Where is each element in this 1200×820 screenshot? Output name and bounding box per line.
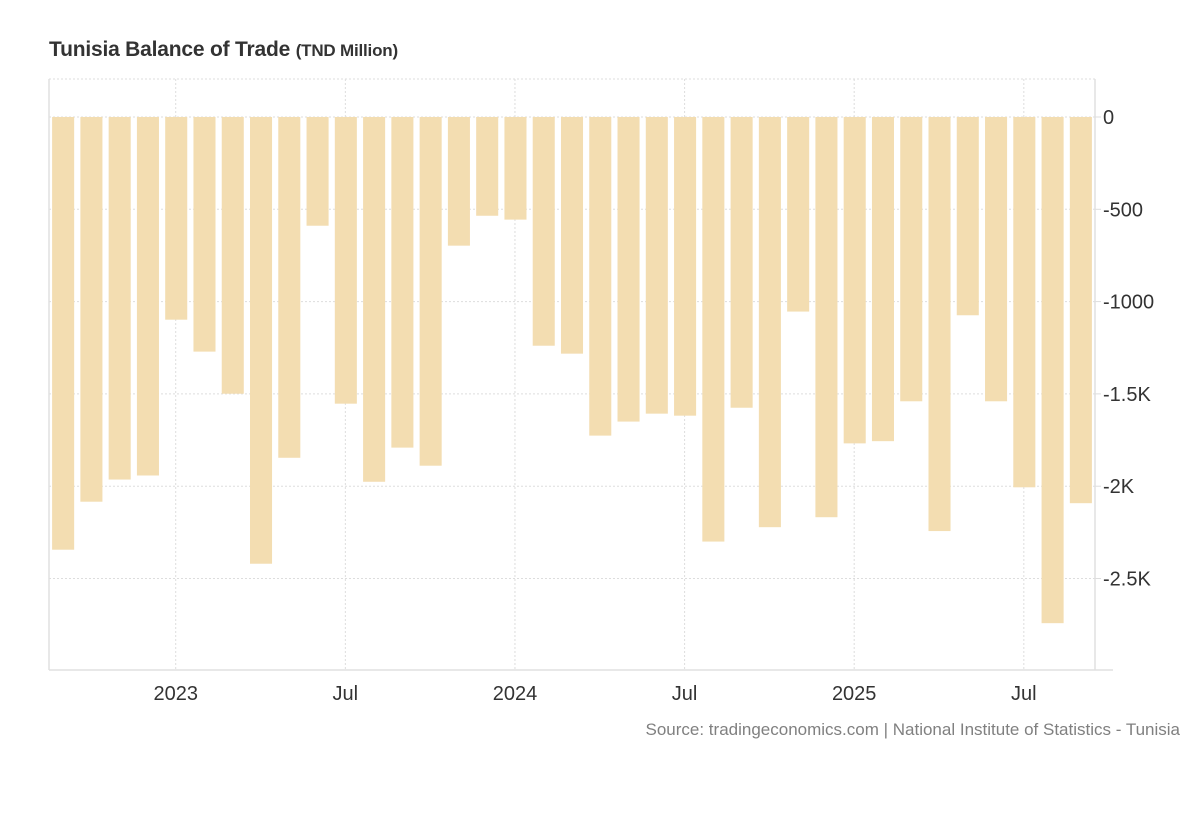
bar-sep-2025[interactable] [1069,117,1092,504]
bar-aug-2024[interactable] [702,117,725,542]
bar-feb-2023[interactable] [193,117,216,352]
bar-oct-2024[interactable] [758,117,781,528]
y-tick-label: -500 [1103,199,1143,221]
bar-jun-2023[interactable] [306,117,329,226]
chart-title-text: Tunisia Balance of Trade [49,38,291,61]
bar-feb-2025[interactable] [871,117,894,442]
bars [52,117,1092,624]
bar-aug-2025[interactable] [1041,117,1064,624]
bar-jul-2023[interactable] [334,117,357,404]
bar-sep-2023[interactable] [391,117,414,448]
bar-aug-2023[interactable] [363,117,386,482]
bar-may-2024[interactable] [617,117,640,422]
y-tick-label: 0 [1103,107,1114,129]
bar-sep-2022[interactable] [52,117,75,550]
bar-nov-2024[interactable] [787,117,810,312]
bar-nov-2023[interactable] [447,117,470,246]
bar-feb-2024[interactable] [532,117,555,346]
x-tick-label: 2025 [832,683,877,705]
x-tick-label: Jul [1011,683,1037,705]
chart-title: Tunisia Balance of Trade (TND Million) [49,38,398,62]
bar-jun-2024[interactable] [645,117,668,414]
axes [48,79,1113,671]
bar-apr-2024[interactable] [589,117,612,436]
bar-apr-2023[interactable] [250,117,273,564]
bar-dec-2022[interactable] [136,117,159,476]
bar-apr-2025[interactable] [928,117,951,532]
bar-oct-2022[interactable] [80,117,103,502]
chart-unit: (TND Million) [295,41,398,60]
x-tick-label: Jul [333,683,359,705]
x-tick-label: Jul [672,683,698,705]
grid-lines [49,78,1095,670]
bar-jul-2025[interactable] [1013,117,1036,488]
bar-jun-2025[interactable] [985,117,1008,402]
y-axis-labels: 0 -500 -1000 -1.5K -2K -2.5K [1103,107,1154,591]
bar-jan-2023[interactable] [165,117,188,320]
bar-may-2023[interactable] [278,117,301,458]
bar-mar-2023[interactable] [221,117,244,394]
bar-mar-2024[interactable] [560,117,584,354]
y-tick-label: -2K [1103,476,1135,498]
bar-mar-2025[interactable] [900,117,923,402]
bar-sep-2024[interactable] [730,117,753,408]
bar-jul-2024[interactable] [674,117,697,416]
bar-jan-2025[interactable] [843,117,866,444]
y-tick-label: -2.5K [1103,569,1151,591]
y-tick-label: -1.5K [1103,384,1151,406]
y-tick-label: -1000 [1103,292,1154,314]
bar-nov-2022[interactable] [108,117,131,480]
bar-dec-2024[interactable] [815,117,838,518]
bar-jan-2024[interactable] [504,117,527,220]
x-axis-labels: 2023 Jul 2024 Jul 2025 Jul [153,683,1036,705]
source-note: Source: tradingeconomics.com | National … [645,720,1181,739]
bar-may-2025[interactable] [956,117,979,316]
x-tick-label: 2024 [493,683,538,705]
x-tick-label: 2023 [153,683,198,705]
bar-oct-2023[interactable] [419,117,442,466]
bar-dec-2023[interactable] [476,117,499,216]
